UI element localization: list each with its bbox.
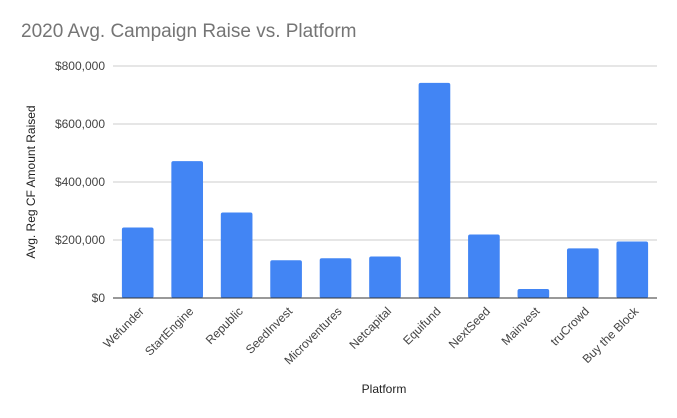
bar — [468, 234, 500, 298]
x-tick-label: StartEngine — [142, 304, 196, 358]
x-tick-label: SeedInvest — [243, 304, 296, 357]
bar — [121, 227, 154, 298]
x-tick-label: Equifund — [400, 304, 443, 347]
y-tick-label: $800,000 — [55, 59, 105, 73]
bar — [517, 289, 550, 298]
y-tick-label: $0 — [92, 291, 106, 305]
bar — [616, 241, 649, 298]
bar — [418, 82, 451, 298]
bar — [319, 258, 352, 298]
x-tick-label: NextSeed — [446, 304, 493, 351]
bar — [369, 256, 401, 298]
y-tick-label: $200,000 — [55, 233, 105, 247]
bar — [566, 248, 599, 298]
x-tick-label: Mainvest — [499, 304, 543, 348]
x-tick-label: Wefunder — [100, 304, 147, 351]
x-tick-label: Netcapital — [346, 304, 394, 352]
y-tick-label: $400,000 — [55, 175, 105, 189]
x-axis-title: Platform — [361, 382, 407, 396]
bar — [171, 161, 204, 298]
chart-title: 2020 Avg. Campaign Raise vs. Platform — [21, 21, 357, 42]
x-tick-label: truCrowd — [548, 304, 592, 348]
y-tick-label: $600,000 — [55, 117, 105, 131]
bar — [270, 260, 302, 298]
bar — [220, 212, 253, 298]
x-tick-label: Republic — [203, 304, 246, 347]
